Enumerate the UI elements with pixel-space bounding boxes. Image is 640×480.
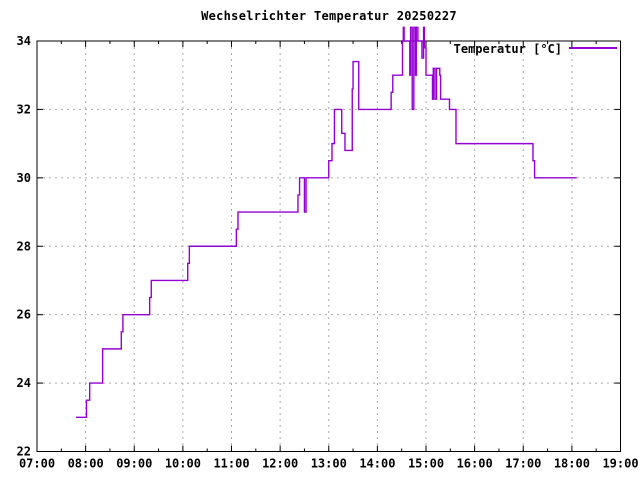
- y-tick-label: 28: [17, 239, 31, 253]
- y-tick-label: 30: [17, 171, 31, 185]
- x-tick-label: 13:00: [311, 457, 347, 471]
- x-tick-label: 10:00: [165, 457, 201, 471]
- x-tick-label: 18:00: [554, 457, 590, 471]
- x-tick-label: 09:00: [116, 457, 152, 471]
- series-line: [75, 26, 577, 418]
- y-tick-label: 26: [17, 308, 31, 322]
- x-tick-label: 07:00: [19, 457, 55, 471]
- y-tick-label: 32: [17, 102, 31, 116]
- y-tick-label: 22: [17, 445, 31, 459]
- plot-border-and-ticks: [36, 40, 621, 452]
- y-tick-label: 34: [17, 34, 31, 48]
- x-tick-label: 12:00: [262, 457, 298, 471]
- chart-title: Wechselrichter Temperatur 20250227: [201, 9, 457, 23]
- x-tick-label: 08:00: [68, 457, 104, 471]
- legend-label: Temperatur [°C]: [453, 42, 562, 56]
- grid: [37, 41, 621, 452]
- x-tick-label: 14:00: [359, 457, 395, 471]
- y-tick-label: 24: [17, 376, 31, 390]
- axis-labels: 22 24 26 28 30 32 34 07:00 08:00 09:00 10:00 11:00 1…: [17, 34, 639, 471]
- x-tick-label: 11:00: [213, 457, 249, 471]
- x-tick-label: 19:00: [602, 457, 638, 471]
- x-tick-label: 17:00: [505, 457, 541, 471]
- x-tick-label: 16:00: [457, 457, 493, 471]
- legend-line-sample: [569, 47, 617, 49]
- x-tick-label: 15:00: [408, 457, 444, 471]
